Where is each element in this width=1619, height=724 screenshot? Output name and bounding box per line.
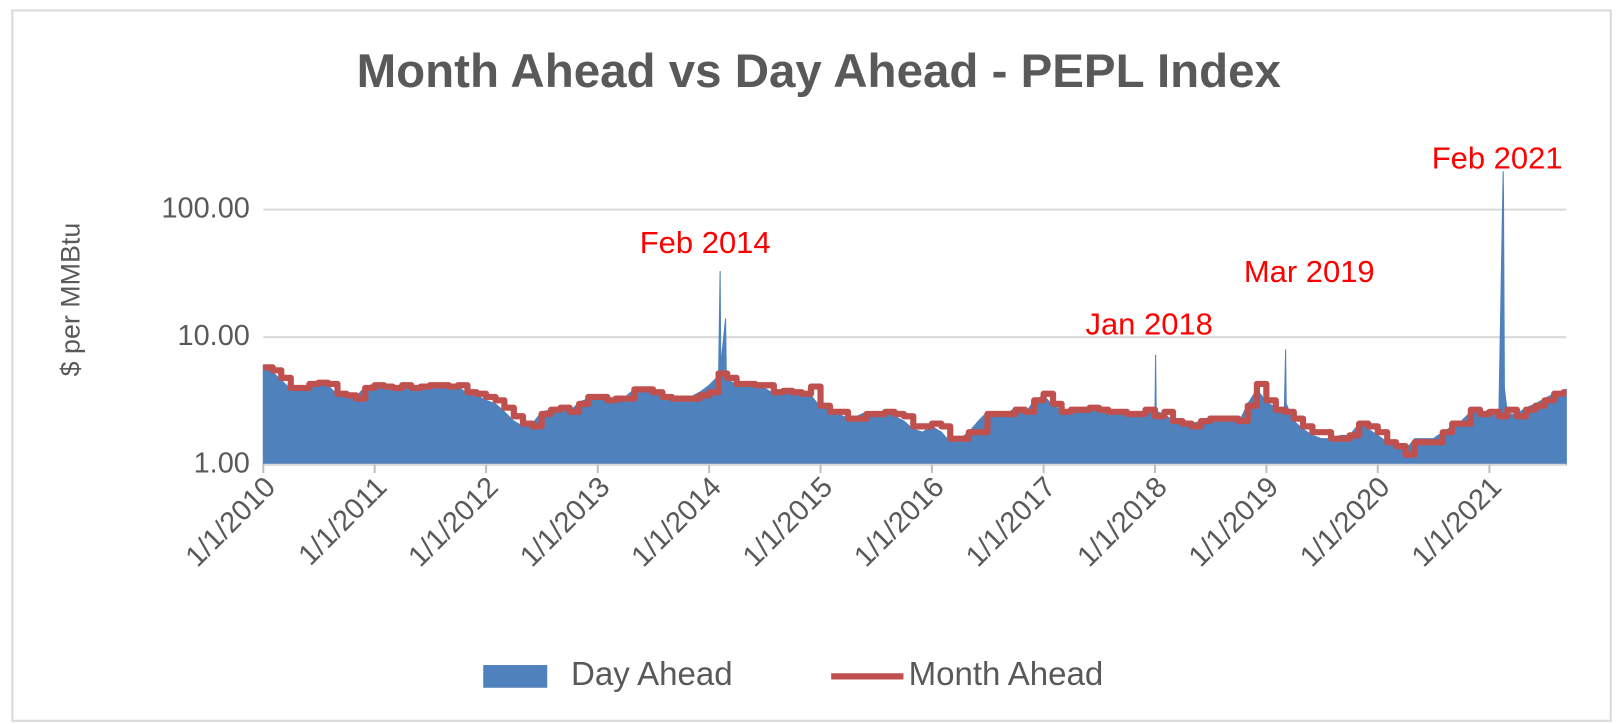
legend-label: Day Ahead xyxy=(571,656,733,693)
legend-label: Month Ahead xyxy=(909,656,1104,693)
y-tick-label: 1.00 xyxy=(194,447,250,479)
chart-border xyxy=(11,9,1612,722)
annotation: Feb 2014 xyxy=(640,225,771,260)
annotation: Mar 2019 xyxy=(1244,254,1375,289)
annotation: Feb 2021 xyxy=(1432,140,1563,175)
y-tick-label: 10.00 xyxy=(178,320,250,352)
legend-swatch xyxy=(483,665,548,688)
y-axis-label: $ per MMBtu xyxy=(55,223,85,377)
month-ahead-line xyxy=(263,364,1567,458)
annotation: Jan 2018 xyxy=(1085,307,1212,342)
chart-title: Month Ahead vs Day Ahead - PEPL Index xyxy=(357,45,1282,98)
y-tick-label: 100.00 xyxy=(161,192,249,224)
